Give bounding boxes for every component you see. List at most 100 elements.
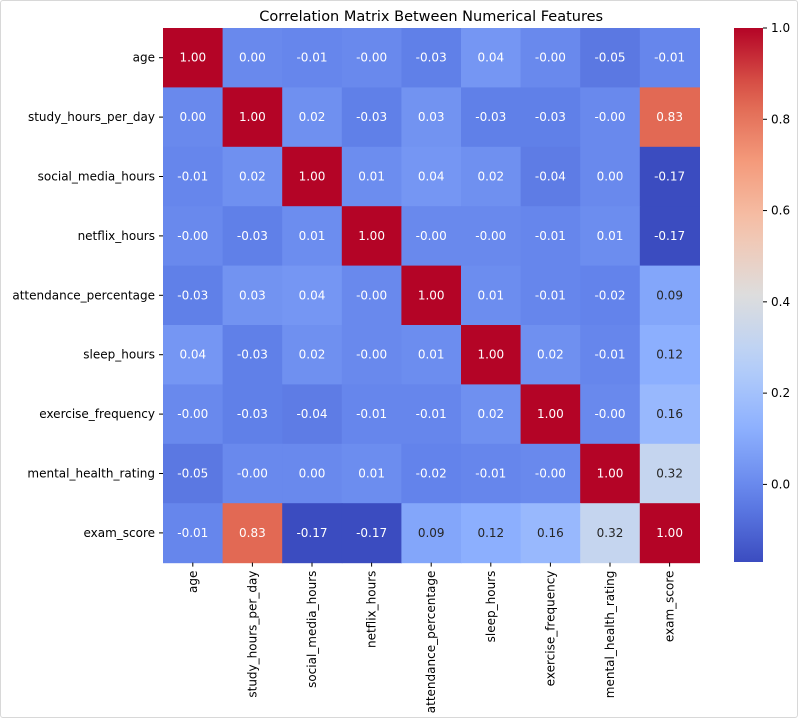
cell-value-label: 0.01 <box>358 170 385 184</box>
heatmap-cell-5-5 <box>461 325 522 385</box>
heatmap-cell-5-0 <box>163 325 224 385</box>
cell-value-label: 0.83 <box>239 526 266 540</box>
heatmap-cell-4-2 <box>282 265 343 326</box>
x-tick-label: age <box>186 571 200 593</box>
heatmap-cell-3-1 <box>222 206 283 267</box>
cell-value-label: 1.00 <box>597 467 624 481</box>
cell-value-label: 1.00 <box>537 407 564 421</box>
heatmap-cell-7-4 <box>401 443 462 504</box>
heatmap-cell-5-8 <box>639 325 700 385</box>
heatmap-cell-7-5 <box>461 443 522 504</box>
heatmap-cell-0-4 <box>401 28 462 88</box>
heatmap-cell-6-4 <box>401 384 462 445</box>
cell-value-label: -0.00 <box>594 407 625 421</box>
heatmap-cell-2-2 <box>282 146 343 207</box>
cell-value-label: 0.01 <box>358 467 385 481</box>
cell-value-label: 1.00 <box>418 288 445 302</box>
heatmap-cell-8-8 <box>639 503 700 564</box>
heatmap-cell-4-0 <box>163 265 224 326</box>
cell-value-label: 0.12 <box>656 348 683 362</box>
cell-value-label: 0.32 <box>597 526 624 540</box>
heatmap-cell-4-4 <box>401 265 462 326</box>
heatmap-cell-2-7 <box>580 146 641 207</box>
column-labels: age study_hours_per_day social_media_hours… <box>186 562 677 713</box>
cell-value-label: -0.03 <box>475 110 506 124</box>
cell-value-label: -0.01 <box>475 467 506 481</box>
cell-value-label: 1.00 <box>239 110 266 124</box>
cell-value-label: -0.17 <box>356 526 387 540</box>
cell-value-label: 0.01 <box>299 229 326 243</box>
cell-value-label: 0.00 <box>179 110 206 124</box>
heatmap-cell-3-2 <box>282 206 343 267</box>
x-tick-label: mental_health_rating <box>603 571 617 699</box>
colorbar-gradient <box>734 28 763 562</box>
heatmap-cell-5-3 <box>341 325 402 385</box>
cell-value-label: -0.00 <box>356 51 387 65</box>
heatmap-cell-2-6 <box>520 146 581 207</box>
cell-value-label: 1.00 <box>477 348 504 362</box>
cell-value-label: 0.02 <box>299 110 326 124</box>
cell-value-label: -0.04 <box>296 407 327 421</box>
cell-value-label: -0.01 <box>594 348 625 362</box>
cell-value-label: 0.02 <box>537 348 564 362</box>
heatmap-cell-0-3 <box>341 28 402 88</box>
y-tick-label: study_hours_per_day <box>28 110 155 124</box>
heatmap-cell-1-6 <box>520 87 581 148</box>
heatmap-cell-5-7 <box>580 325 641 385</box>
heatmap-cell-1-2 <box>282 87 343 148</box>
heatmap-cell-3-3 <box>341 206 402 267</box>
cell-value-label: 0.04 <box>477 51 504 65</box>
cell-value-label: -0.05 <box>177 467 208 481</box>
cell-value-label: 0.01 <box>418 348 445 362</box>
x-tick-label: netflix_hours <box>365 571 379 648</box>
heatmap-cell-4-8 <box>639 265 700 326</box>
y-tick-label: attendance_percentage <box>12 288 155 302</box>
cell-value-label: 0.00 <box>597 170 624 184</box>
cell-value-label: -0.03 <box>237 407 268 421</box>
cell-value-label: -0.17 <box>654 229 685 243</box>
heatmap-cell-2-8 <box>639 146 700 207</box>
cell-value-label: -0.02 <box>416 467 447 481</box>
cell-value-label: 0.09 <box>656 288 683 302</box>
heatmap-cell-0-1 <box>222 28 283 88</box>
y-tick-label: netflix_hours <box>78 229 155 243</box>
heatmap-cell-3-4 <box>401 206 462 267</box>
cell-value-label: 0.09 <box>418 526 445 540</box>
heatmap-cell-4-6 <box>520 265 581 326</box>
heatmap-cell-6-5 <box>461 384 522 445</box>
heatmap-cell-7-6 <box>520 443 581 504</box>
cell-value-label: -0.03 <box>535 110 566 124</box>
heatmap-cell-8-3 <box>341 503 402 564</box>
cell-value-label: 0.00 <box>299 467 326 481</box>
cell-value-label: -0.03 <box>356 110 387 124</box>
heatmap-cell-0-2 <box>282 28 343 88</box>
heatmap-cell-6-7 <box>580 384 641 445</box>
cell-value-label: -0.17 <box>654 170 685 184</box>
cell-value-label: -0.01 <box>296 51 327 65</box>
heatmap-cell-1-0 <box>163 87 224 148</box>
heatmap-cell-0-7 <box>580 28 641 88</box>
x-tick-label: exam_score <box>663 571 677 643</box>
heatmap-cells: 1.00 0.00 -0.01 -0.00 -0.03 0.04 -0.00 -0.05 -0.… <box>163 28 700 564</box>
heatmap-cell-1-8 <box>639 87 700 148</box>
heatmap-cell-8-0 <box>163 503 224 564</box>
cell-value-label: -0.01 <box>416 407 447 421</box>
cell-value-label: -0.00 <box>475 229 506 243</box>
cell-value-label: 0.02 <box>239 170 266 184</box>
heatmap-cell-6-1 <box>222 384 283 445</box>
cell-value-label: 0.04 <box>418 170 445 184</box>
y-tick-label: sleep_hours <box>83 348 155 362</box>
cell-value-label: 0.04 <box>179 348 206 362</box>
heatmap-cell-2-0 <box>163 146 224 207</box>
cell-value-label: 0.32 <box>656 467 683 481</box>
cell-value-label: -0.00 <box>356 348 387 362</box>
cell-value-label: -0.00 <box>237 467 268 481</box>
heatmap-cell-2-3 <box>341 146 402 207</box>
heatmap-cell-6-6 <box>520 384 581 445</box>
colorbar-tick-label: 0.2 <box>771 386 790 400</box>
x-tick-label: study_hours_per_day <box>245 571 259 698</box>
heatmap-cell-5-1 <box>222 325 283 385</box>
cell-value-label: 0.02 <box>477 170 504 184</box>
heatmap-cell-1-3 <box>341 87 402 148</box>
